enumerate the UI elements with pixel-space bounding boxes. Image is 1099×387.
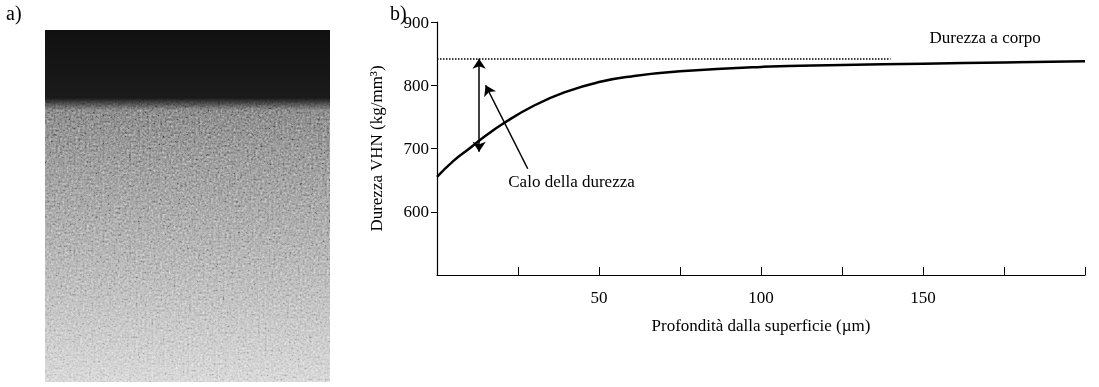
svg-text:Calo della durezza: Calo della durezza — [508, 172, 635, 191]
svg-text:Durezza VHN (kg/mm³): Durezza VHN (kg/mm³) — [367, 65, 386, 231]
svg-text:150: 150 — [910, 288, 936, 307]
svg-text:700: 700 — [404, 139, 430, 158]
svg-text:600: 600 — [404, 202, 430, 221]
svg-text:100: 100 — [748, 288, 774, 307]
html-text:a): a) — [6, 2, 22, 24]
svg-text:50: 50 — [591, 288, 608, 307]
svg-text:Profondità dalla superficie (µ: Profondità dalla superficie (µm) — [652, 316, 871, 335]
svg-text:Durezza a corpo: Durezza a corpo — [929, 28, 1040, 47]
svg-text:800: 800 — [404, 76, 430, 95]
svg-text:900: 900 — [404, 13, 430, 32]
html-text:b): b) — [390, 2, 407, 24]
